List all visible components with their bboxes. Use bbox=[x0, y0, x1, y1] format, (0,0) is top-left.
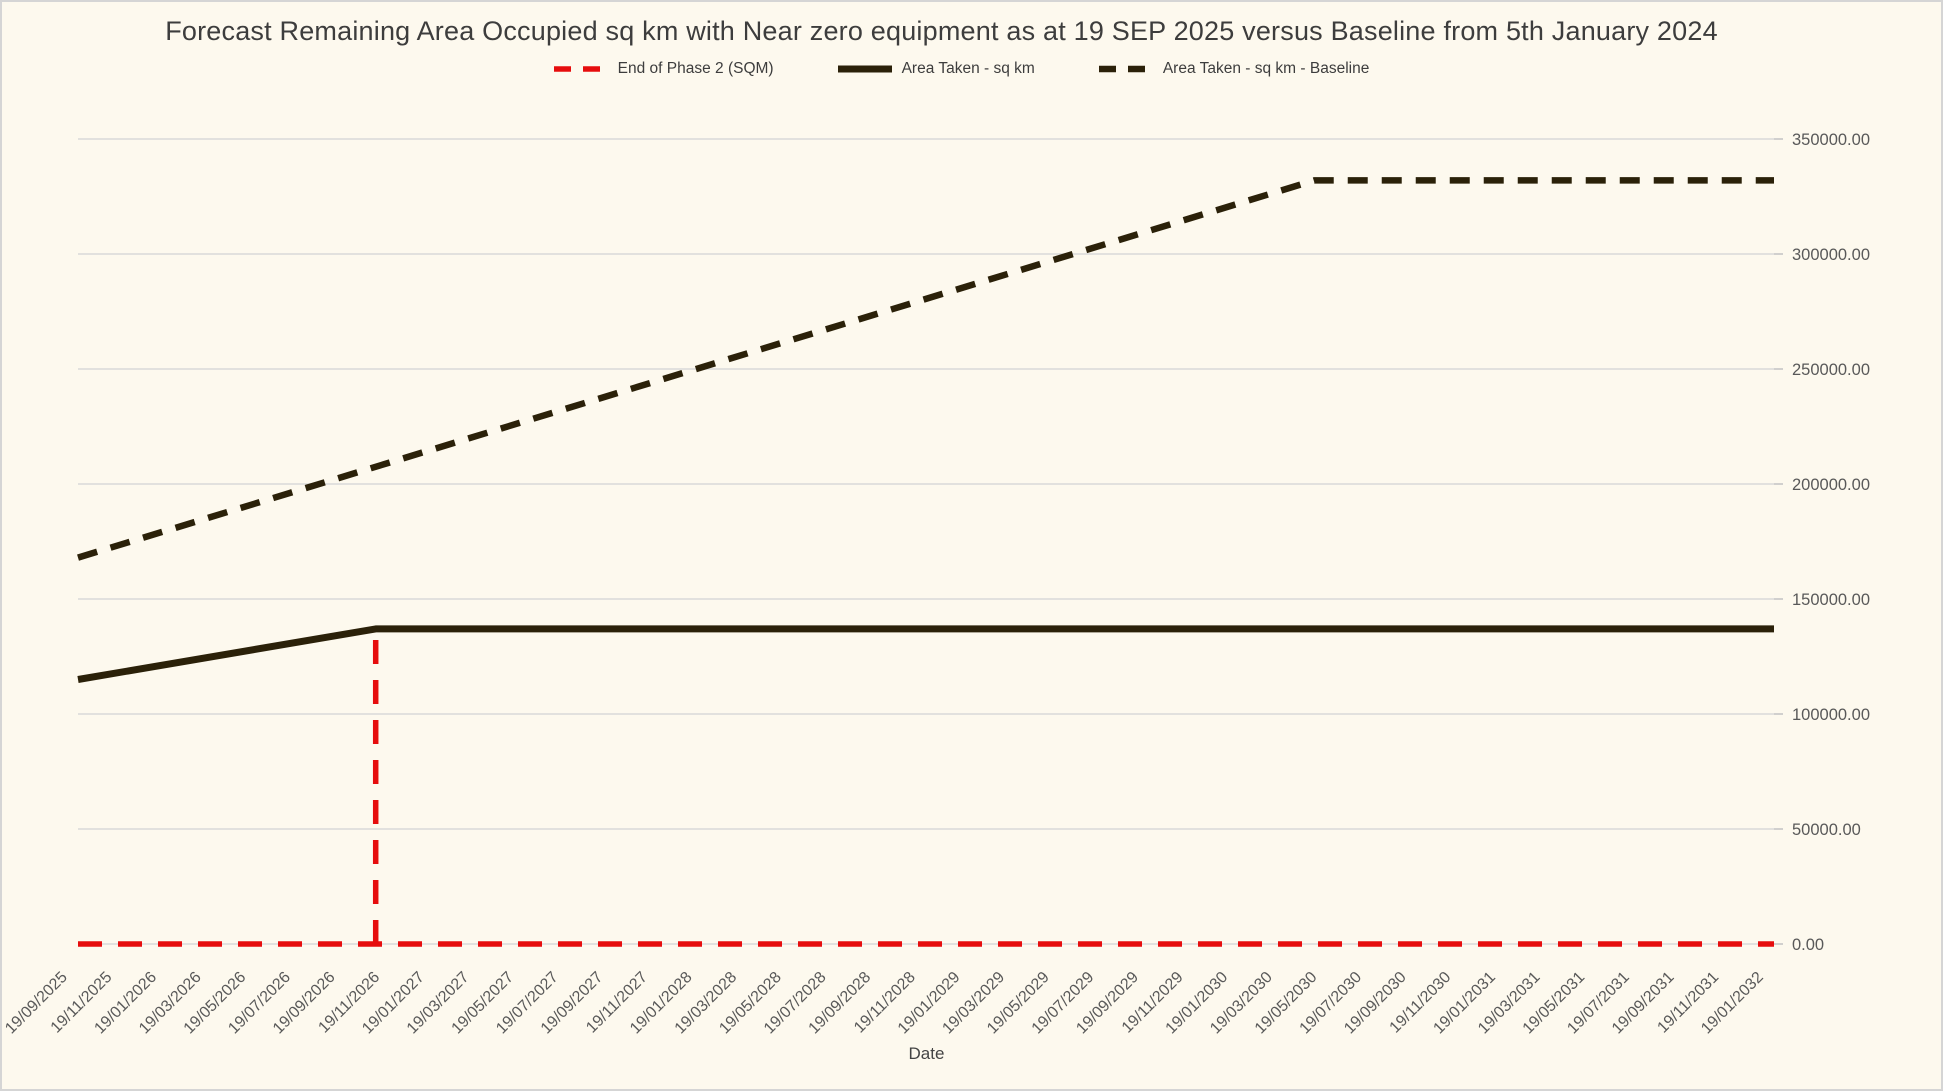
y-axis-tick-label: 50000.00 bbox=[1792, 821, 1861, 839]
y-axis-tick-label: 100000.00 bbox=[1792, 706, 1870, 724]
y-axis-tick-label: 200000.00 bbox=[1792, 476, 1870, 494]
y-axis-tick-label: 300000.00 bbox=[1792, 246, 1870, 264]
chart-legend: End of Phase 2 (SQM) Area Taken - sq km Ar… bbox=[42, 60, 1881, 78]
y-axis-tick-label: 350000.00 bbox=[1792, 131, 1870, 149]
chart-title: Forecast Remaining Area Occupied sq km w… bbox=[165, 16, 1718, 46]
legend-label: Area Taken - sq km - Baseline bbox=[1162, 60, 1370, 77]
legend-item-area-taken-sq-km-baseline: Area Taken - sq km - Baseline bbox=[1098, 60, 1370, 78]
legend-marker-solid-line bbox=[837, 65, 892, 73]
legend-label: End of Phase 2 (SQM) bbox=[617, 60, 774, 77]
legend-marker-dashed-line bbox=[1098, 65, 1153, 73]
legend-item-end-of-phase-2-sqm: End of Phase 2 (SQM) bbox=[553, 60, 774, 78]
legend-marker-dashed-line bbox=[553, 66, 608, 72]
legend-label: Area Taken - sq km bbox=[901, 60, 1035, 77]
y-axis-tick-label: 150000.00 bbox=[1792, 591, 1870, 609]
x-axis-title: Date bbox=[908, 1044, 945, 1063]
y-axis-tick-label: 250000.00 bbox=[1792, 361, 1870, 379]
series-line-area-taken-sq-km-baseline bbox=[77, 177, 1774, 561]
series-line-area-taken-sq-km bbox=[77, 625, 1774, 683]
legend-item-area-taken-sq-km: Area Taken - sq km bbox=[837, 60, 1035, 78]
y-axis-tick-label: 0.00 bbox=[1792, 936, 1824, 954]
